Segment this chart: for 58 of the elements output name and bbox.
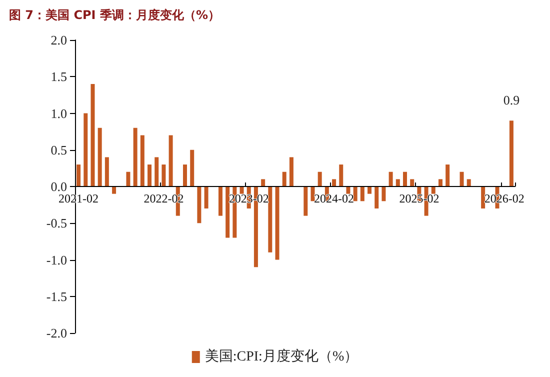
bar (318, 172, 322, 186)
bar (396, 179, 400, 186)
bar (268, 186, 272, 252)
bar (197, 186, 202, 224)
bar (310, 186, 315, 202)
x-tick-label: 2024-02 (314, 192, 354, 206)
bar (226, 186, 230, 238)
y-tick-label: 0.5 (50, 142, 67, 158)
bar (90, 84, 95, 186)
bar (275, 186, 280, 260)
y-tick-label: -2.0 (46, 326, 67, 340)
bar (190, 150, 194, 186)
bar (84, 113, 88, 186)
bar (126, 172, 130, 186)
chart-title: 图 7：美国 CPI 季调：月度变化（%） (9, 8, 220, 22)
bar (140, 135, 144, 186)
bar (133, 128, 138, 186)
y-tick-label: -0.5 (46, 216, 67, 231)
bar (360, 186, 364, 202)
y-tick-label: 1.0 (50, 106, 67, 121)
bar (183, 164, 187, 186)
bar (368, 186, 372, 194)
y-tick-label: 2.0 (50, 32, 67, 48)
bar (76, 164, 81, 186)
y-tick-label: -1.5 (46, 288, 67, 304)
bar (148, 164, 152, 186)
bar (332, 179, 336, 186)
bar (304, 186, 308, 216)
bar (261, 179, 266, 186)
bar (98, 128, 102, 186)
bar (446, 164, 450, 186)
data-label: 0.9 (503, 92, 520, 108)
bar (481, 186, 486, 208)
bar (162, 164, 166, 186)
bar (339, 164, 344, 186)
bar (382, 186, 386, 202)
y-tick-label: 1.5 (50, 69, 67, 84)
bar (104, 157, 109, 186)
bar (154, 157, 159, 186)
bar (466, 179, 471, 186)
bar (374, 186, 379, 208)
bar (346, 186, 350, 194)
bar (403, 172, 407, 186)
legend-label: 美国:CPI:月度变化（%） (204, 348, 358, 364)
bar (168, 135, 173, 186)
bar (282, 172, 286, 186)
bar (112, 186, 116, 194)
bar (438, 179, 442, 186)
bar (410, 179, 414, 186)
bar (353, 186, 358, 202)
bar (509, 120, 514, 186)
y-tick-label: 0.0 (50, 179, 67, 194)
y-tick-label: -1.0 (46, 252, 67, 268)
bar (388, 172, 393, 186)
bar (204, 186, 208, 208)
bar (460, 172, 464, 186)
bar (218, 186, 222, 216)
bar (289, 157, 294, 186)
